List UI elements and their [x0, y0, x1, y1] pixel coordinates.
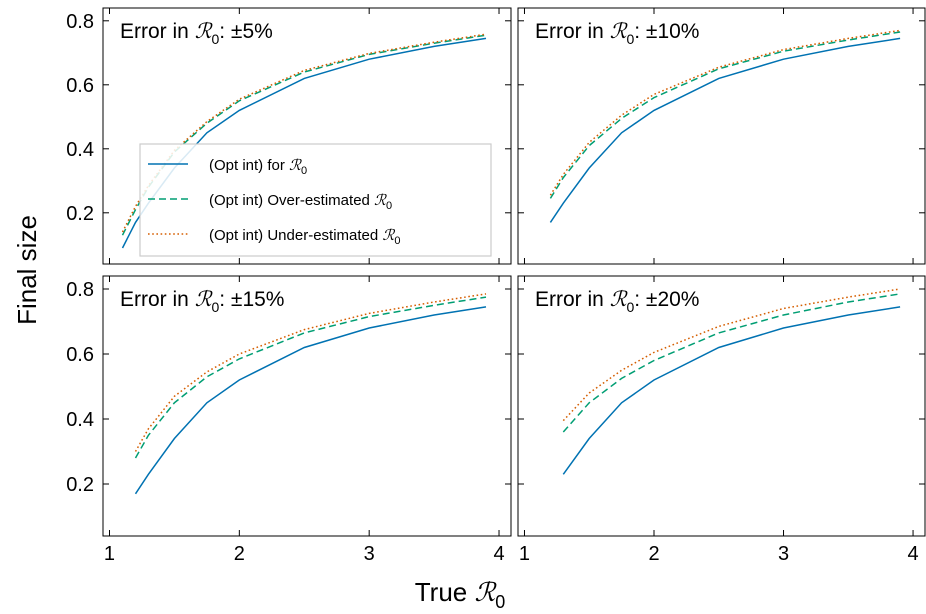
series-line-1: [549, 37, 901, 223]
panel-title-suffix: : ±10%: [634, 20, 699, 43]
panel-4: 1 2 3 4 Error in ℛ0: ±20%: [517, 275, 926, 565]
y-tick-label: 0.2: [66, 203, 94, 225]
series-line-2: [549, 31, 901, 199]
y-tick-label: 0.2: [66, 474, 94, 496]
x-tick-label: 1: [104, 543, 115, 565]
y-tick-label: 0.6: [66, 344, 94, 366]
panel-2: Error in ℛ0: ±10%: [517, 7, 926, 265]
panel-title-subscript: 0: [626, 299, 634, 315]
panel-frame: [517, 7, 926, 265]
legend-entry-subscript: 0: [394, 235, 400, 247]
series-line-3: [134, 293, 487, 452]
x-tick-label: 4: [907, 543, 918, 565]
y-axis-title: Final size: [12, 215, 42, 325]
panel-title-prefix: Error in: [120, 288, 195, 311]
panel-title: Error in ℛ0: ±10%: [535, 19, 699, 47]
panel-title-symbol: ℛ: [195, 287, 213, 311]
panel-title-symbol: ℛ: [610, 287, 628, 311]
series-line-2: [121, 34, 487, 236]
legend-entry-symbol: ℛ: [374, 191, 387, 209]
panel-title-symbol: ℛ: [610, 19, 628, 43]
legend-entry-subscript: 0: [301, 165, 307, 177]
legend-entry-symbol: ℛ: [382, 226, 395, 244]
legend-entry-symbol: ℛ: [289, 156, 302, 174]
panel-title-prefix: Error in: [535, 288, 610, 311]
panel-title-suffix: : ±15%: [219, 288, 284, 311]
panel-title: Error in ℛ0: ±15%: [120, 287, 284, 315]
panel-1: 0.20.40.60.8 Error in ℛ0: ±5%: [66, 7, 512, 265]
panel-title-suffix: : ±5%: [219, 20, 273, 43]
series-line-3: [121, 33, 487, 233]
x-tick-label: 4: [493, 543, 504, 565]
x-tick-label: 3: [364, 543, 375, 565]
legend-entry-1: (Opt int) for ℛ0: [209, 156, 307, 177]
panel-title-symbol: ℛ: [195, 19, 213, 43]
panel-title-subscript: 0: [211, 31, 219, 47]
legend: (Opt int) for ℛ0(Opt int) Over-estimated…: [139, 143, 492, 257]
legend-entry-subscript: 0: [386, 200, 392, 212]
x-tick-label: 2: [234, 543, 245, 565]
panel-title-prefix: Error in: [120, 20, 195, 43]
panel-title-suffix: : ±20%: [634, 288, 699, 311]
panel-frame: [102, 275, 512, 537]
y-tick-label: 0.8: [66, 11, 94, 33]
panels: 0.20.40.60.8 Error in ℛ0: ±5% Error in ℛ0:…: [66, 7, 926, 565]
x-axis-title-symbol: ℛ: [474, 578, 497, 608]
panel-frame: [517, 275, 926, 537]
legend-entry-text: (Opt int) Over-estimated: [209, 192, 374, 209]
legend-entry-3: (Opt int) Under-estimated ℛ0: [209, 226, 401, 247]
series-line-3: [549, 29, 901, 196]
panel-title: Error in ℛ0: ±20%: [535, 287, 699, 315]
x-axis-title-subscript: 0: [495, 592, 505, 612]
y-tick-label: 0.4: [66, 409, 94, 431]
x-axis-title: True ℛ0: [415, 577, 505, 612]
legend-box: [139, 143, 492, 257]
panel-title-subscript: 0: [211, 299, 219, 315]
panel-frame: [102, 7, 512, 265]
legend-entry-text: (Opt int) for: [209, 157, 289, 174]
series-line-1: [562, 306, 901, 475]
panel-title-prefix: Error in: [535, 20, 610, 43]
panel-3: 1 2 3 4 0.2 0.4 0.6 0.8 Error in ℛ0: ±15%: [66, 275, 512, 565]
series-line-2: [134, 296, 487, 459]
x-tick-label: 3: [778, 543, 789, 565]
y-tick-label: 0.8: [66, 279, 94, 301]
y-tick-label: 0.4: [66, 139, 94, 161]
legend-entry-text: (Opt int) Under-estimated: [209, 227, 382, 244]
panel-title-subscript: 0: [626, 31, 634, 47]
y-tick-label: 0.6: [66, 75, 94, 97]
series-line-1: [134, 306, 487, 495]
x-tick-label: 1: [519, 543, 530, 565]
x-tick-label: 2: [648, 543, 659, 565]
legend-entry-2: (Opt int) Over-estimated ℛ0: [209, 191, 392, 212]
x-axis-title-prefix: True: [415, 577, 475, 607]
panel-title: Error in ℛ0: ±5%: [120, 19, 273, 47]
series-line-2: [562, 293, 901, 433]
